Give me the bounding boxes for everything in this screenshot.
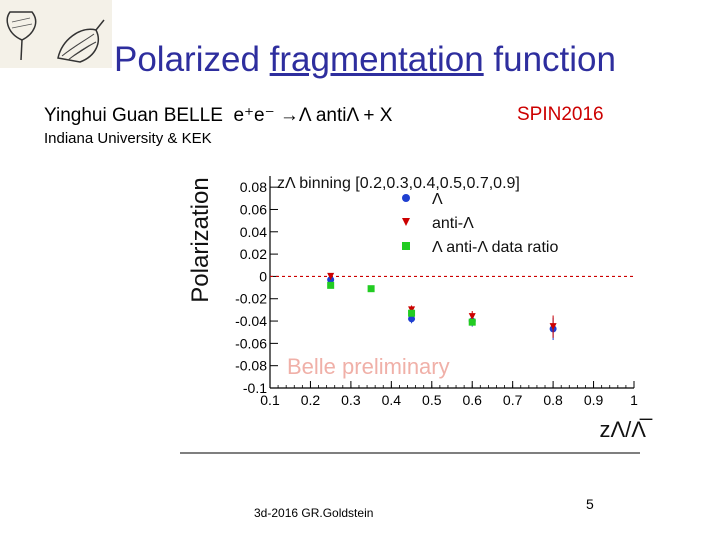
y-tick-label: -0.02 [235, 291, 267, 307]
data-point [327, 272, 335, 280]
y-tick-label: -0.04 [235, 313, 267, 329]
y-tick-label: 0.04 [240, 224, 267, 240]
y-tick-label: 0.08 [240, 179, 267, 195]
data-point [468, 313, 476, 321]
legend-label: Λ anti-Λ data ratio [432, 239, 558, 256]
y-tick-label: 0.02 [240, 246, 267, 262]
x-tick-label: 0.2 [301, 392, 321, 408]
x-tick-label: 0.8 [543, 392, 563, 408]
legend-marker [402, 218, 410, 226]
legend-label: Λ [432, 191, 443, 208]
chart-title: zΛ binning [0.2,0.3,0.4,0.5,0.7,0.9] [277, 175, 520, 192]
data-point [408, 309, 416, 317]
data-point [327, 281, 335, 289]
legend-marker [402, 194, 410, 202]
author-line: Yinghui Guan BELLE e⁺e⁻ →Λ antiΛ + X [44, 105, 393, 126]
y-tick-label: 0 [259, 268, 267, 284]
watermark-text: Belle preliminary [287, 354, 450, 379]
data-point [549, 323, 557, 331]
legend-label: anti-Λ [432, 215, 474, 232]
conference-label: SPIN2016 [517, 104, 604, 125]
y-tick-label: -0.1 [243, 380, 267, 396]
x-tick-label: 0.9 [584, 392, 604, 408]
y-tick-label: 0.06 [240, 201, 267, 217]
legend-marker [402, 242, 410, 250]
x-tick-label: 0.7 [503, 392, 523, 408]
x-tick-label: 0.5 [422, 392, 442, 408]
logo-image [0, 0, 112, 68]
affiliation-label: Indiana University & KEK [44, 130, 212, 147]
data-point [367, 285, 375, 293]
x-axis-label: zΛ/Λ̅ [599, 417, 653, 442]
y-tick-label: -0.08 [235, 358, 267, 374]
page-number: 5 [586, 496, 594, 512]
x-tick-label: 0.6 [462, 392, 482, 408]
x-tick-label: 1 [630, 392, 638, 408]
x-tick-label: 0.4 [382, 392, 402, 408]
data-point [408, 315, 416, 323]
x-tick-label: 0.3 [341, 392, 361, 408]
spinning-top-sketch-icon [6, 11, 105, 63]
process-label: e⁺e⁻ →Λ antiΛ + X [233, 105, 393, 126]
data-point [468, 318, 476, 326]
y-axis-label: Polarization [187, 177, 214, 302]
slide-title: Polarized fragmentation function [114, 40, 616, 79]
y-tick-label: -0.06 [235, 335, 267, 351]
footer-text: 3d-2016 GR.Goldstein [254, 506, 374, 520]
x-tick-label: 0.1 [260, 392, 280, 408]
